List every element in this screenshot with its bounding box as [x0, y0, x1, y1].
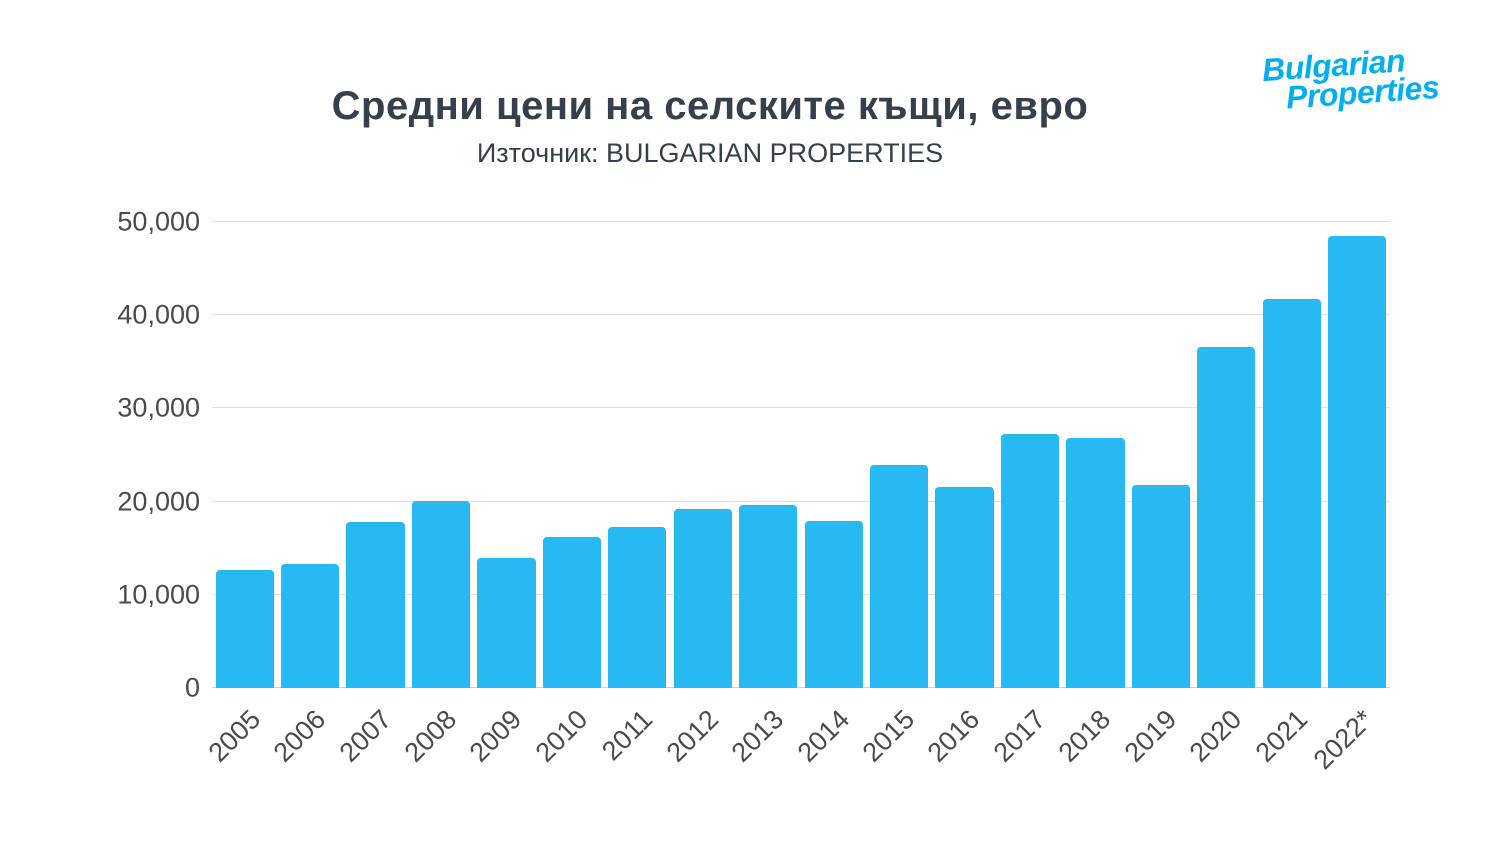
- bar: [1262, 299, 1321, 688]
- x-tick-label: 2016: [922, 704, 986, 768]
- x-tick-label: 2006: [267, 704, 332, 768]
- bar: [215, 569, 274, 688]
- y-tick-label: 30,000: [117, 392, 200, 423]
- y-tick-label: 40,000: [117, 299, 200, 330]
- bar: [542, 537, 602, 688]
- x-tick-label: 2020: [1183, 704, 1248, 768]
- bar: [935, 486, 994, 688]
- x-tick-label: 2010: [529, 704, 594, 768]
- bar-slot: 2016: [922, 222, 997, 768]
- bar-slot: 2014: [791, 222, 866, 768]
- x-tick-label: 2021: [1249, 704, 1313, 768]
- bar-slot: 2021: [1249, 222, 1324, 768]
- bar-slot: 2010: [529, 222, 604, 768]
- bar: [869, 465, 929, 688]
- bar-slot: 2013: [726, 222, 801, 768]
- bar: [1328, 235, 1387, 688]
- x-tick-label: 2017: [987, 704, 1052, 768]
- y-tick-label: 20,000: [117, 486, 200, 517]
- bar: [1000, 433, 1060, 688]
- gridline: [212, 407, 1390, 409]
- x-tick-label: 2018: [1052, 704, 1117, 768]
- x-tick-label: 2022*: [1307, 704, 1379, 776]
- bar: [281, 564, 340, 688]
- bar-slot: 2018: [1053, 222, 1128, 768]
- bar-slot: 2005: [202, 222, 277, 768]
- x-tick-label: 2014: [791, 704, 855, 768]
- bar: [739, 505, 798, 688]
- plot-area: 2005 2006 2007 2008 2009 2010 2011 2012 2013 2014…: [202, 221, 1390, 775]
- bar: [411, 500, 471, 688]
- bar: [608, 526, 667, 688]
- y-tick-label: 0: [184, 672, 200, 703]
- bar-slot: 2017: [987, 222, 1062, 768]
- x-tick-label: 2005: [202, 704, 266, 768]
- x-tick-label: 2013: [725, 704, 790, 768]
- bulgarian-properties-logo: Bulgarian Properties: [1261, 42, 1440, 116]
- y-tick-label: 10,000: [117, 579, 200, 610]
- bar-slot: 2008: [399, 222, 473, 768]
- bar-slot: 2006: [268, 222, 342, 768]
- bar: [673, 509, 732, 688]
- bar-slot: 2015: [857, 222, 931, 768]
- bar: [346, 522, 405, 688]
- bar-slot: 2011: [596, 222, 670, 766]
- gridline: [212, 314, 1390, 316]
- x-tick-label: 2011: [596, 704, 659, 767]
- bar: [1197, 346, 1256, 688]
- bar: [1066, 438, 1125, 688]
- x-tick-label: 2012: [660, 704, 724, 768]
- gridline: [212, 221, 1390, 222]
- y-axis: 0 10,000 20,000 30,000 40,000 50,000: [50, 207, 200, 703]
- chart-title: Средни цени на селските къщи, евро: [331, 84, 1089, 128]
- bar-slot: 2009: [464, 222, 539, 768]
- x-tick-label: 2008: [398, 704, 463, 768]
- bars: 2005 2006 2007 2008 2009 2010 2011 2012 2013 2014…: [202, 222, 1390, 775]
- y-tick-label: 50,000: [117, 206, 200, 237]
- x-tick-label: 2009: [463, 704, 528, 768]
- bar: [804, 521, 863, 688]
- x-tick-label: 2015: [856, 704, 921, 768]
- gridline: [212, 593, 1390, 595]
- bar-slot: 2007: [333, 222, 408, 768]
- gridline: [212, 500, 1390, 502]
- bar-slot: 2019: [1118, 222, 1193, 768]
- x-tick-label: 2007: [333, 704, 397, 768]
- bar: [1131, 484, 1190, 688]
- bar-slot: 2012: [660, 222, 735, 768]
- chart-subtitle: Източник: BULGARIAN PROPERTIES: [476, 138, 944, 168]
- bar-slot: 2020: [1184, 222, 1259, 768]
- bar-slot: 2022*: [1307, 222, 1389, 775]
- bar: [477, 558, 536, 688]
- gridline: [212, 687, 1390, 688]
- x-tick-label: 2019: [1118, 704, 1183, 768]
